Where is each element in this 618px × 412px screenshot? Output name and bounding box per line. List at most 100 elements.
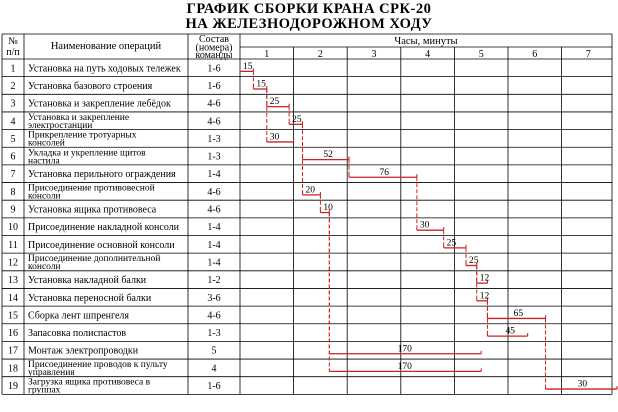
task-name: Присоединение основной консоли [28,240,175,251]
task-name-line2: настила [28,156,60,166]
crew-number: 4-6 [207,187,220,198]
gantt-bar-label: 10 [323,203,333,213]
row-number: 17 [8,346,18,357]
task-name-line2: консолей [28,138,65,149]
crew-number: 1-3 [207,328,220,339]
task-name-line2: группах [28,386,61,396]
row-number: 2 [11,81,16,92]
row-number: 7 [11,169,16,180]
x-tick-label-hour: 5 [479,49,484,60]
task-name: Установка переносной балки [28,293,152,304]
crew-number: 1-6 [207,81,220,92]
gantt-bar-label: 12 [480,291,490,301]
task-name: Загрузка ящика противовеса в [28,378,151,388]
gantt-bar-label: 25 [447,238,457,248]
gantt-bar-label: 45 [506,327,516,337]
gantt-bar-label: 12 [480,274,490,284]
table-row: 9 Установка ящика противовеса 4-6 [11,205,221,216]
table-row: 14 Установка переносной балки 3-6 [8,293,221,304]
task-name: Установка перильного ограждения [28,169,176,180]
x-tick-label-hour: 2 [318,49,323,60]
row-number: 16 [8,328,18,339]
task-name: Монтаж электропроводки [28,346,139,357]
gantt-dependencies [252,71,547,387]
task-name: Установка накладной балки [28,275,147,286]
row-number: 11 [8,240,18,251]
x-tick-label-hour: 3 [372,49,377,60]
task-name: Сборка лент шпренгеля [28,310,129,321]
crew-number: 3-6 [207,293,220,304]
crew-number: 4-6 [207,310,220,321]
crew-number: 1-3 [207,134,220,145]
x-tick-label-hour: 7 [586,49,591,60]
gantt-bar-label: 15 [256,80,266,90]
row-number: 5 [11,134,16,145]
gantt-bar-label: 25 [270,97,280,107]
table-row: 15 Сборка лент шпренгеля 4-6 [8,310,221,321]
table-row: 3 Установка и закрепление лебёдок 4-6 [11,99,221,110]
row-number: 15 [8,310,18,321]
task-name-line2: электростанции [28,121,92,131]
table-row: 10 Присоединение накладной консоли 1-4 [8,222,221,233]
gantt-bar-label: 30 [420,221,430,231]
crew-number: 1-4 [207,169,220,180]
gantt-bar-label: 170 [398,362,413,372]
task-name: Укладка и укрепление щитов [28,148,146,158]
row-number: 12 [8,257,18,268]
header-time-label: Часы, минуты [394,36,457,47]
header-crew-label-2: (номера) [195,43,232,54]
task-name: Присоединение дополнительной [28,253,160,264]
task-name: Запасовка полиспастов [28,328,126,339]
table-grid [1,33,613,395]
row-number: 18 [8,363,18,374]
row-number: 8 [11,187,16,198]
row-number: 9 [11,205,16,216]
row-number: 6 [11,152,16,163]
row-number: 19 [8,381,18,392]
task-name: Установка базового строения [28,81,153,92]
header-crew-label-1: Состав [199,34,229,45]
task-name-line2: консоли [28,262,61,272]
table-row: 18 Присоединение проводов к пультууправле… [8,360,217,378]
task-name: Присоединение накладной консоли [28,222,180,233]
header-num-sublabel: п/п [6,47,20,58]
gantt-bar-label: 25 [469,256,479,266]
gantt-bar-label: 25 [292,115,302,125]
row-number: 3 [11,99,16,110]
task-name-line2: консоли [28,192,61,202]
table-row: 11 Присоединение основной консоли 1-4 [8,240,220,251]
header-num-label: № [8,36,18,47]
table-row: 13 Установка накладной балки 1-2 [8,275,221,286]
task-name: Установка и закрепление лебёдок [28,99,171,110]
row-number: 10 [8,222,18,233]
crew-number: 1-2 [207,275,220,286]
gantt-bar-label: 65 [514,309,524,319]
gantt-bar-label: 170 [398,344,413,354]
crew-number: 4-6 [207,116,220,127]
crew-number: 4-6 [207,99,220,110]
crew-number: 1-4 [207,222,220,233]
table-row: 7 Установка перильного ограждения 1-4 [11,169,221,180]
task-name: Установка и закрепление [28,113,129,123]
row-number: 4 [11,116,16,127]
crew-number: 5 [212,346,217,357]
header-crew-label-3: команды [195,50,232,61]
task-name-line2: управления [28,368,75,378]
gantt-bar-label: 15 [243,62,253,72]
crew-number: 1-6 [207,63,220,74]
row-number: 13 [8,275,18,286]
table-row: 1 Установка на путь ходовых тележек 1-6 [11,63,221,74]
gantt-bar-label: 52 [323,150,333,160]
task-name: Установка на путь ходовых тележек [28,63,181,74]
x-tick-label-hour: 4 [425,49,430,60]
crew-number: 1-6 [207,381,220,392]
crew-number: 1-3 [207,152,220,163]
row-number: 1 [11,63,16,74]
